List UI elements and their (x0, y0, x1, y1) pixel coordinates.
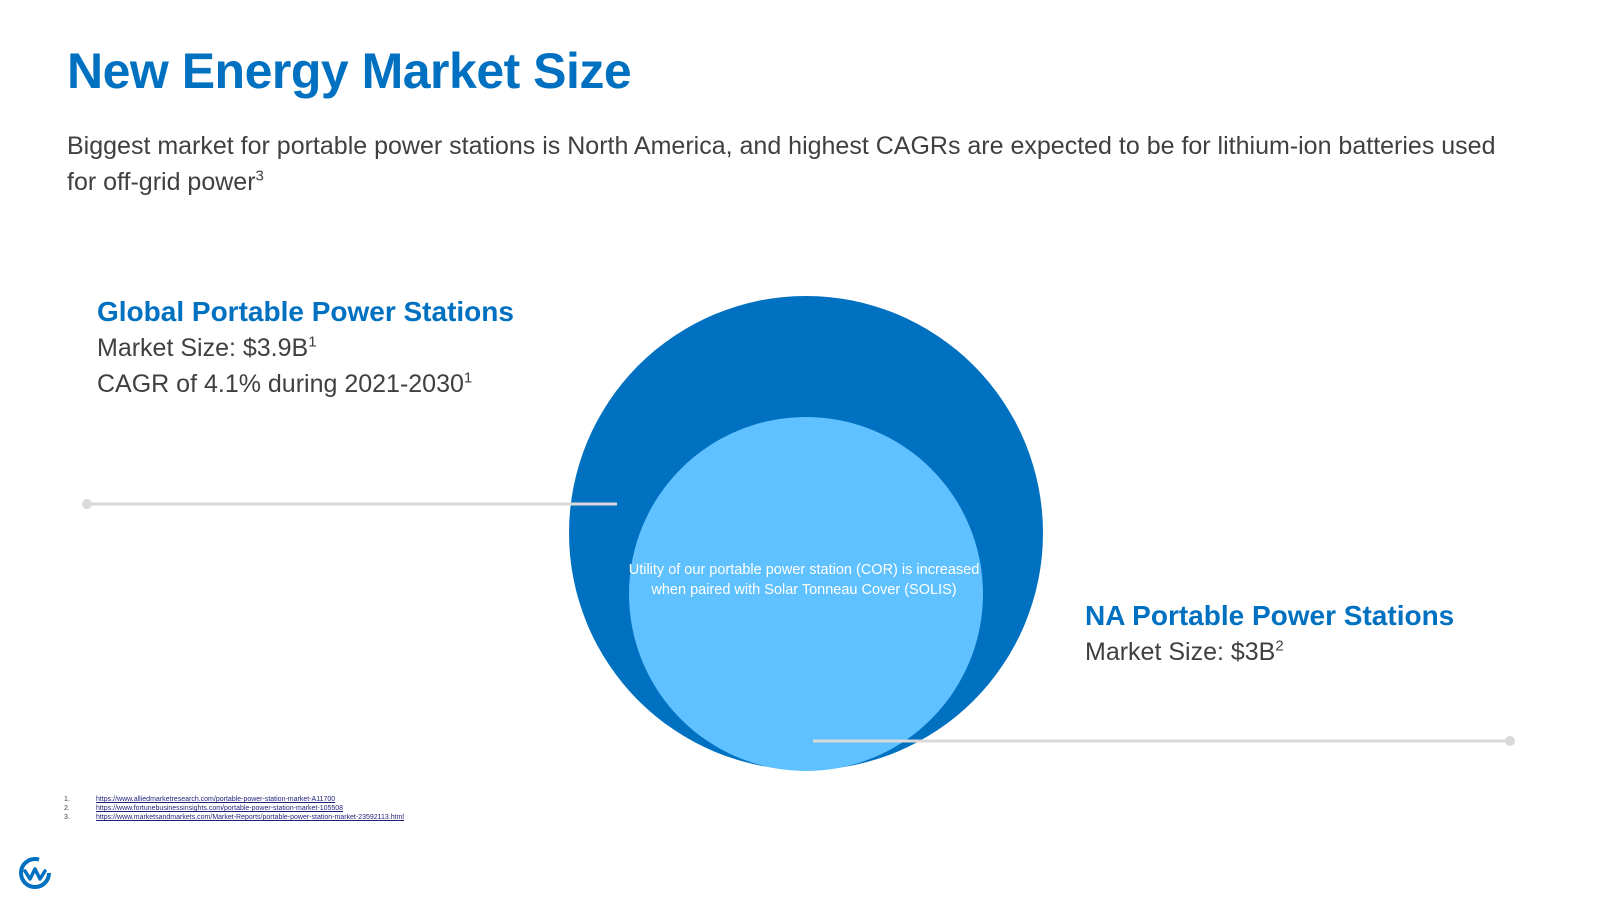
na-market-size: Market Size: $3B2 (1085, 634, 1454, 670)
na-market-size-ref: 2 (1275, 637, 1284, 655)
na-market-size-text: Market Size: $3B (1085, 638, 1276, 666)
global-market-size: Market Size: $3.9B1 (97, 330, 514, 366)
global-market-size-ref: 1 (308, 333, 317, 351)
na-market-circle (629, 417, 983, 771)
na-connector-dot (1505, 736, 1515, 746)
footnote-number: 3. (64, 814, 70, 821)
page-subtitle: Biggest market for portable power statio… (67, 128, 1527, 200)
global-market-heading: Global Portable Power Stations (97, 296, 514, 327)
footnote-link[interactable]: https://www.fortunebusinessinsights.com/… (96, 805, 344, 812)
footnote: 3. https://www.marketsandmarkets.com/Mar… (64, 813, 404, 822)
global-market-cagr: CAGR of 4.1% during 2021-20301 (97, 366, 514, 402)
footnote-number: 2. (64, 805, 70, 812)
na-market-block: NA Portable Power Stations Market Size: … (1085, 598, 1454, 670)
footnote: 1. https://www.alliedmarketresearch.com/… (64, 795, 404, 804)
page-title: New Energy Market Size (67, 43, 632, 99)
global-market-cagr-ref: 1 (463, 369, 473, 387)
footnote-link[interactable]: https://www.alliedmarketresearch.com/por… (96, 796, 336, 803)
center-circle-text: Utility of our portable power station (C… (628, 562, 980, 598)
global-connector-dot (82, 499, 92, 509)
na-market-heading: NA Portable Power Stations (1085, 600, 1455, 631)
global-market-size-text: Market Size: $3.9B (97, 334, 309, 362)
global-market-block: Global Portable Power Stations Market Si… (97, 294, 514, 402)
global-market-cagr-text: CAGR of 4.1% during 2021-2030 (97, 370, 464, 398)
subtitle-footnote-ref: 3 (255, 167, 264, 185)
footnote: 2. https://www.fortunebusinessinsights.c… (64, 804, 404, 813)
company-logo-icon (19, 857, 51, 889)
subtitle-text: Biggest market for portable power statio… (67, 132, 1496, 196)
footnotes: 1. https://www.alliedmarketresearch.com/… (64, 795, 404, 822)
footnote-link[interactable]: https://www.marketsandmarkets.com/Market… (96, 814, 404, 821)
footnote-number: 1. (64, 796, 70, 803)
